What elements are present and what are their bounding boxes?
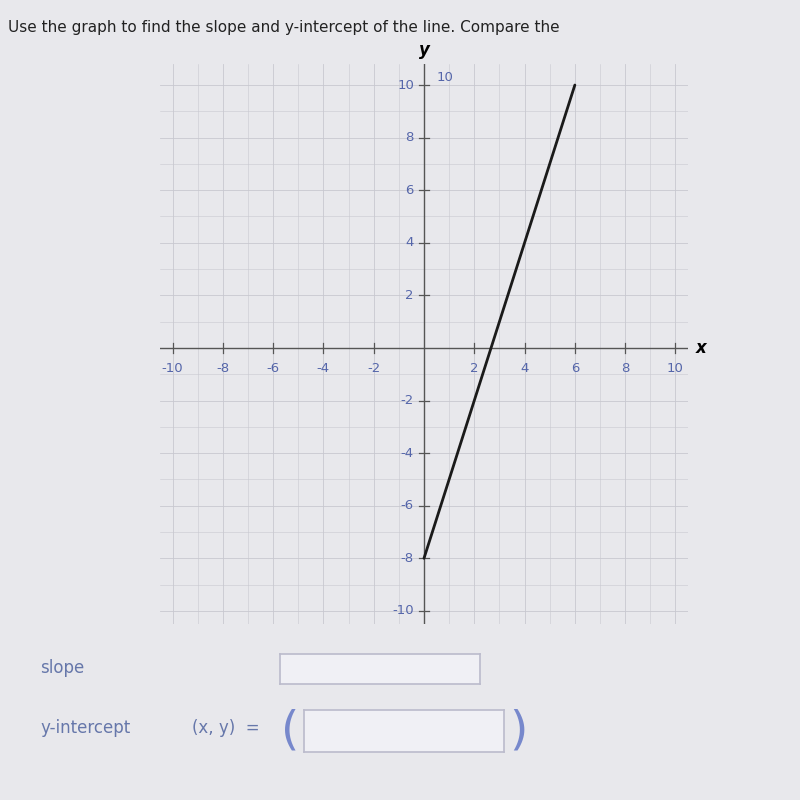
Text: -6: -6 bbox=[266, 362, 280, 375]
Text: 10: 10 bbox=[397, 78, 414, 91]
Text: 4: 4 bbox=[520, 362, 529, 375]
Text: 10: 10 bbox=[667, 362, 684, 375]
Text: 10: 10 bbox=[437, 70, 454, 84]
Text: -4: -4 bbox=[401, 446, 414, 460]
Text: slope: slope bbox=[40, 659, 84, 677]
Text: (: ( bbox=[281, 709, 299, 754]
Text: -8: -8 bbox=[216, 362, 230, 375]
Text: -10: -10 bbox=[392, 604, 414, 618]
Text: x: x bbox=[695, 339, 706, 357]
Text: -4: -4 bbox=[317, 362, 330, 375]
Text: 4: 4 bbox=[406, 236, 414, 250]
Text: -6: -6 bbox=[401, 499, 414, 512]
Text: ): ) bbox=[509, 709, 527, 754]
Text: (x, y)  =: (x, y) = bbox=[192, 719, 260, 737]
Text: 8: 8 bbox=[621, 362, 630, 375]
Text: 6: 6 bbox=[406, 184, 414, 197]
Text: -2: -2 bbox=[367, 362, 380, 375]
Text: 2: 2 bbox=[470, 362, 478, 375]
Text: 2: 2 bbox=[406, 289, 414, 302]
Text: 8: 8 bbox=[406, 131, 414, 144]
Text: -2: -2 bbox=[401, 394, 414, 407]
Text: 6: 6 bbox=[570, 362, 579, 375]
Text: -10: -10 bbox=[162, 362, 183, 375]
Text: -8: -8 bbox=[401, 552, 414, 565]
Text: y-intercept: y-intercept bbox=[40, 719, 130, 737]
Text: y: y bbox=[418, 41, 430, 58]
Text: Use the graph to find the slope and y-intercept of the line. Compare the: Use the graph to find the slope and y-in… bbox=[8, 20, 560, 35]
